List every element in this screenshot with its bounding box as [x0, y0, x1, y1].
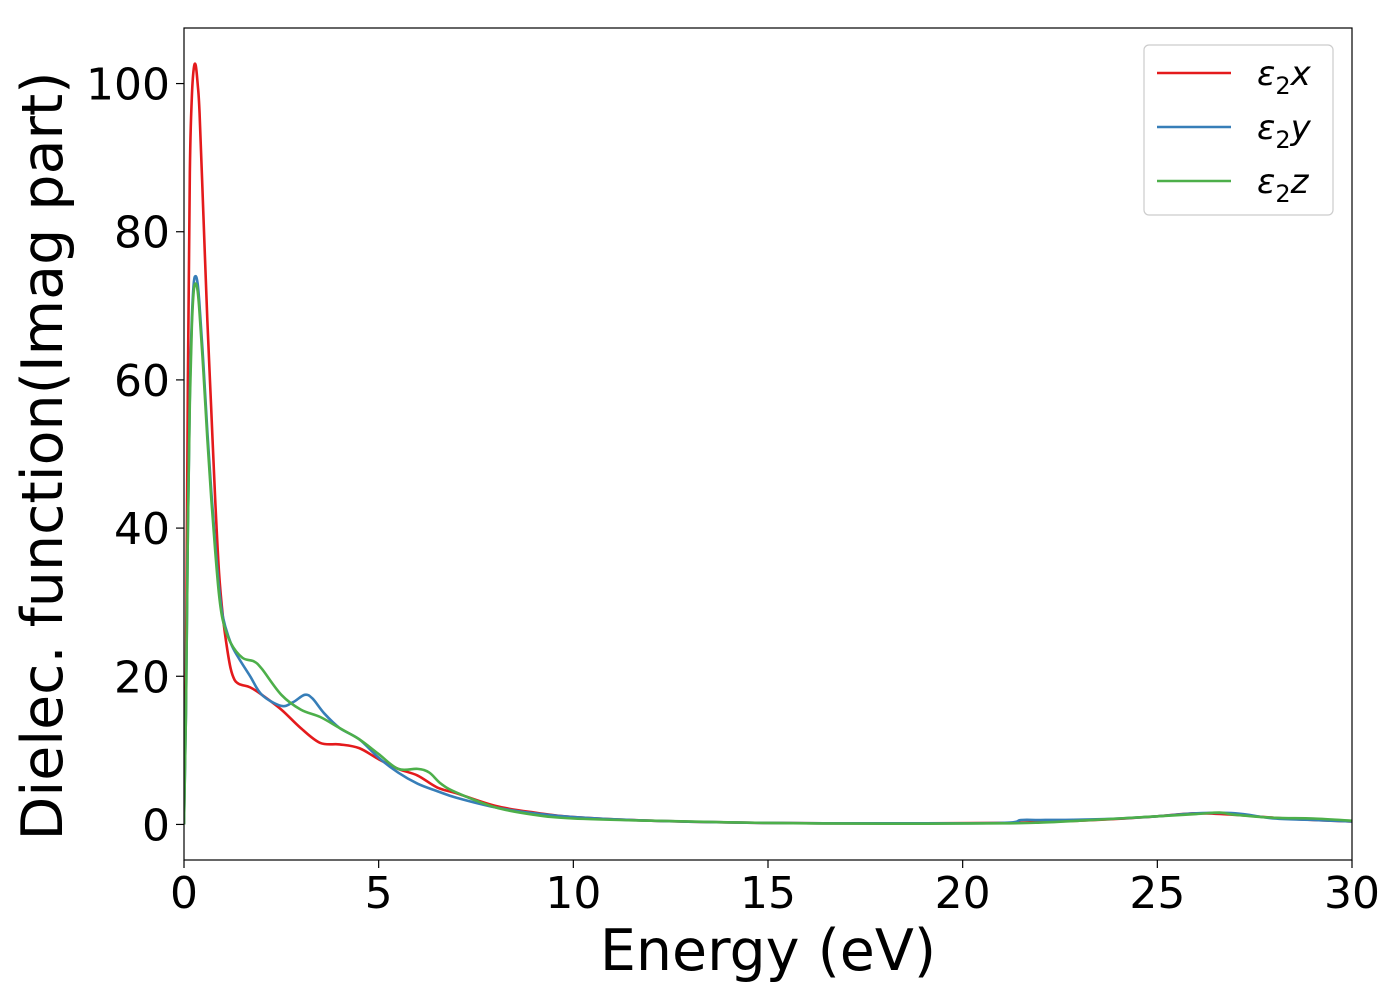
y-tick-label: 80	[114, 208, 170, 259]
x-tick-label: 5	[365, 868, 393, 919]
legend-item-x: ε2x	[1157, 54, 1312, 100]
legend-item-y: ε2y	[1157, 108, 1312, 154]
legend-item-z: ε2z	[1157, 162, 1310, 208]
legend: ε2x ε2y ε2z	[1143, 44, 1334, 216]
legend-box	[1143, 44, 1334, 216]
y-axis-title: Dielec. function(Imag part)	[10, 71, 76, 840]
x-tick-label: 30	[1324, 868, 1380, 919]
y-tick-label: 100	[86, 60, 170, 111]
legend-label: ε2x	[1257, 54, 1312, 100]
x-axis-ticks: 0 5 10 15 20 25 30	[170, 860, 1380, 919]
y-tick-label: 0	[142, 800, 170, 851]
y-axis-ticks: 0 20 40 60 80 100	[86, 60, 184, 851]
y-tick-label: 60	[114, 356, 170, 407]
y-tick-label: 20	[114, 652, 170, 703]
legend-label: ε2z	[1257, 162, 1310, 208]
x-tick-label: 25	[1129, 868, 1185, 919]
x-tick-label: 10	[545, 868, 601, 919]
x-tick-label: 15	[740, 868, 796, 919]
legend-label: ε2y	[1257, 108, 1312, 154]
x-tick-label: 0	[170, 868, 198, 919]
series-line-z	[184, 282, 1352, 826]
x-tick-label: 20	[935, 868, 991, 919]
series-line-y	[184, 274, 1352, 825]
x-axis-title: Energy (eV)	[600, 918, 936, 984]
y-tick-label: 40	[114, 504, 170, 555]
plot-lines	[184, 62, 1352, 826]
